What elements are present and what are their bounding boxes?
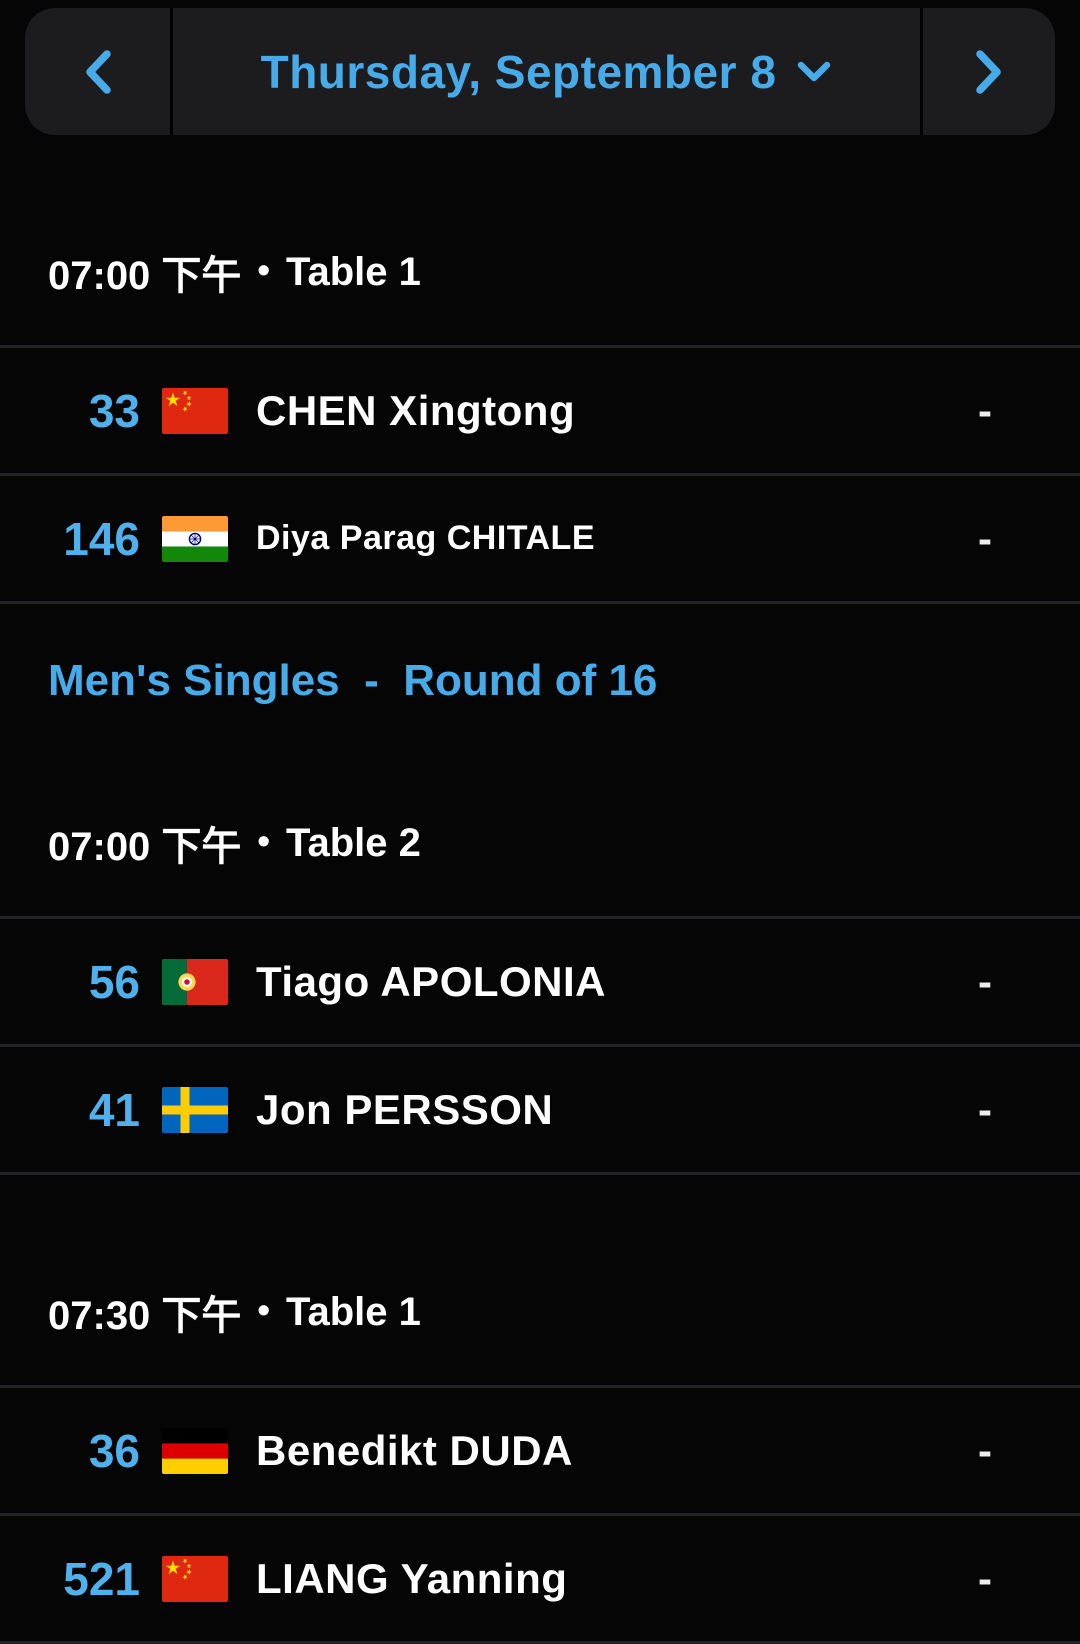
match-score: - [978, 1426, 992, 1474]
next-day-button[interactable] [923, 8, 1055, 135]
schedule-list: 07:00 下午 • Table 1 33 CHEN Xingtong - 146 Diya … [0, 243, 1080, 1644]
player-name: Tiago APOLONIA [256, 957, 607, 1005]
bullet-separator: • [257, 820, 271, 861]
event-round-header: Men's Singles - Round of 16 [48, 656, 658, 705]
china-flag-icon [162, 1555, 228, 1602]
player-rank: 33 [88, 384, 140, 437]
chevron-left-icon [85, 49, 111, 94]
player-name: Benedikt DUDA [256, 1426, 573, 1474]
session-rows: 36 Benedikt DUDA - 521 LIANG Yanning - [0, 1385, 1080, 1644]
match-score: - [978, 1085, 992, 1133]
match-row[interactable]: 521 LIANG Yanning - [0, 1513, 1080, 1641]
match-row[interactable]: 41 Jon PERSSON - [0, 1044, 1080, 1172]
session-block: 07:00 下午 • Table 2 56 Tiago APOLONIA - 41 Jon P… [0, 814, 1080, 1175]
prev-day-button[interactable] [25, 8, 170, 135]
table-label: Table 1 [286, 249, 421, 294]
bar-divider [920, 8, 923, 135]
player-name: CHEN Xingtong [256, 386, 576, 434]
player-name: Jon PERSSON [256, 1085, 554, 1133]
bullet-separator: • [257, 1289, 271, 1330]
player-rank: 146 [63, 512, 140, 565]
chevron-down-icon [798, 61, 831, 81]
player-rank: 36 [88, 1424, 140, 1477]
date-dropdown-button[interactable]: Thursday, September 8 [173, 8, 920, 135]
session-block: 07:30 下午 • Table 1 36 Benedikt DUDA - 521 LIANG… [0, 1283, 1080, 1644]
china-flag-icon [162, 387, 228, 434]
match-score: - [978, 514, 992, 562]
player-rank: 56 [88, 955, 140, 1008]
match-score: - [978, 957, 992, 1005]
time-label: 07:30 下午 [48, 1294, 242, 1338]
chevron-right-icon [976, 49, 1001, 94]
match-row[interactable]: 33 CHEN Xingtong - [0, 345, 1080, 473]
time-label: 07:00 下午 [48, 254, 242, 298]
player-name: LIANG Yanning [256, 1554, 568, 1602]
session-rows: 33 CHEN Xingtong - 146 Diya Parag CHITALE - [0, 345, 1080, 604]
bar-divider [170, 8, 173, 135]
date-label: Thursday, September 8 [260, 45, 777, 98]
match-score: - [978, 1554, 992, 1602]
match-score: - [978, 386, 992, 434]
time-table-header: 07:00 下午 • Table 1 [48, 243, 1080, 301]
time-table-header: 07:00 下午 • Table 2 [48, 814, 1080, 872]
match-row[interactable]: 36 Benedikt DUDA - [0, 1385, 1080, 1513]
time-label: 07:00 下午 [48, 825, 242, 869]
india-flag-icon [162, 515, 228, 562]
germany-flag-icon [162, 1427, 228, 1474]
player-rank: 521 [63, 1552, 140, 1605]
sweden-flag-icon [162, 1086, 228, 1133]
match-row[interactable]: 56 Tiago APOLONIA - [0, 916, 1080, 1044]
bullet-separator: • [257, 249, 271, 290]
session-rows: 56 Tiago APOLONIA - 41 Jon PERSSON - [0, 916, 1080, 1175]
table-label: Table 1 [286, 1289, 421, 1334]
table-label: Table 2 [286, 820, 421, 865]
player-name: Diya Parag CHITALE [256, 519, 596, 557]
date-bar: Thursday, September 8 [25, 8, 1055, 135]
match-row[interactable]: 146 Diya Parag CHITALE - [0, 473, 1080, 601]
session-block: 07:00 下午 • Table 1 33 CHEN Xingtong - 146 Diya … [0, 243, 1080, 604]
portugal-flag-icon [162, 958, 228, 1005]
time-table-header: 07:30 下午 • Table 1 [48, 1283, 1080, 1341]
player-rank: 41 [88, 1083, 140, 1136]
